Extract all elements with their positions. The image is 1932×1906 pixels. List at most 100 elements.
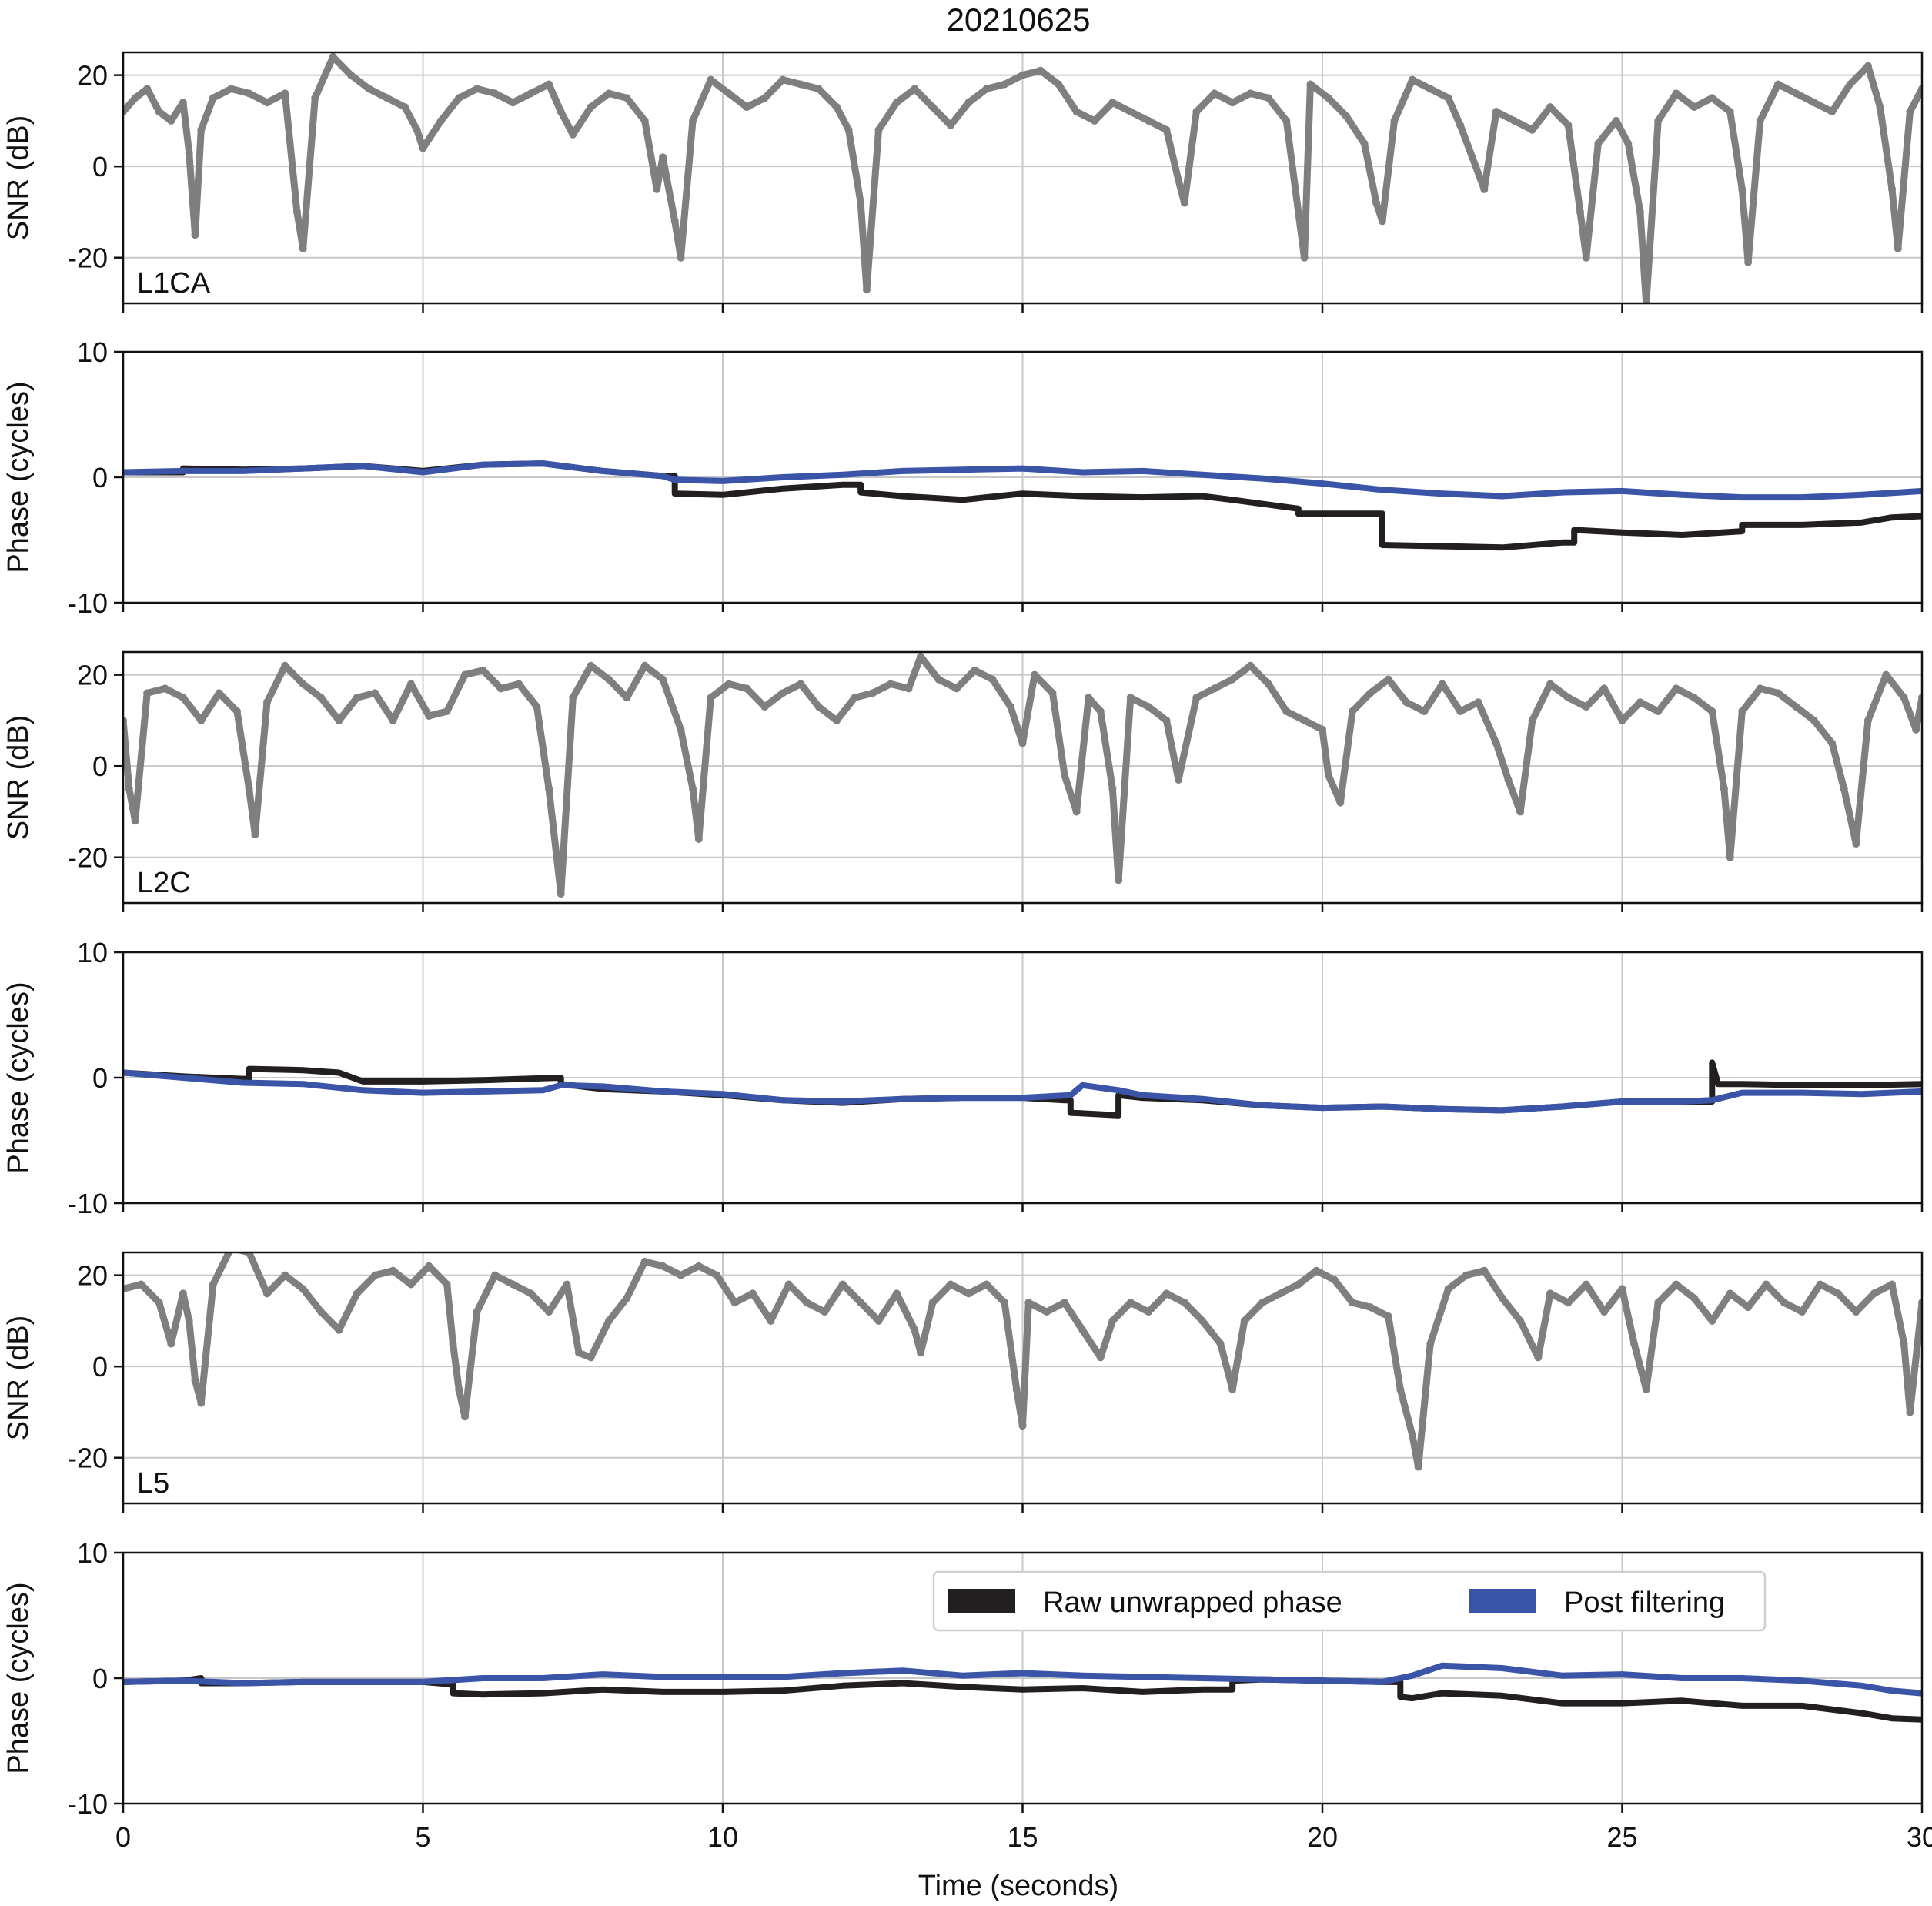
snr-point — [1324, 94, 1332, 102]
snr-point — [299, 244, 307, 252]
y-tick-label: -10 — [68, 1188, 108, 1219]
snr-point — [1708, 707, 1716, 716]
snr-point — [496, 684, 505, 693]
snr-point — [1175, 775, 1183, 784]
snr-point — [971, 666, 979, 674]
snr-point — [383, 94, 391, 102]
snr-point — [1246, 661, 1255, 670]
snr-point — [1072, 108, 1081, 116]
snr-point — [1726, 108, 1734, 116]
snr-point — [1018, 739, 1027, 747]
snr-point — [1810, 716, 1818, 724]
snr-point — [1384, 675, 1392, 684]
snr-point — [545, 784, 553, 793]
snr-point — [982, 85, 991, 93]
snr-point — [917, 652, 925, 660]
snr-point — [1024, 1299, 1033, 1307]
snr-point — [245, 89, 253, 98]
snr-point — [760, 703, 769, 711]
snr-point — [292, 208, 301, 216]
snr-point — [689, 116, 697, 125]
snr-point — [677, 253, 685, 262]
snr-point — [1072, 808, 1081, 816]
plot-area — [123, 52, 1922, 303]
snr-point — [911, 85, 919, 93]
snr-point — [1444, 94, 1452, 102]
chart-title: 20210625 — [947, 2, 1091, 38]
snr-point — [659, 153, 667, 162]
snr-point — [1006, 703, 1014, 711]
snr-point — [1504, 775, 1513, 784]
snr-point — [724, 680, 733, 688]
snr-point — [1894, 244, 1902, 252]
snr-point — [851, 694, 859, 702]
legend-swatch — [1469, 1589, 1536, 1613]
snr-point — [814, 85, 823, 93]
panel-label: L1CA — [137, 267, 211, 299]
snr-point — [143, 689, 152, 697]
snr-point — [1348, 1299, 1356, 1307]
snr-point — [659, 675, 667, 684]
snr-point — [1282, 707, 1291, 716]
snr-point — [413, 125, 421, 134]
snr-point — [1384, 1312, 1392, 1320]
snr-point — [778, 689, 787, 697]
plot-area — [123, 652, 1922, 898]
snr-trace — [123, 653, 1922, 898]
post-filtering-line — [123, 460, 1922, 501]
snr-point — [604, 1316, 613, 1325]
snr-point — [1300, 716, 1309, 724]
snr-point — [455, 94, 463, 102]
snr-point — [833, 103, 841, 112]
y-tick-label: -20 — [68, 842, 108, 874]
snr-point — [1480, 1266, 1489, 1275]
post-filtering-line — [123, 1069, 1922, 1114]
snr-point — [1180, 199, 1188, 207]
snr-point — [857, 199, 865, 207]
snr-point — [844, 125, 853, 134]
snr-point — [1162, 1289, 1171, 1298]
snr-point — [911, 1326, 919, 1334]
x-tick-label: 25 — [1606, 1821, 1637, 1853]
y-tick-label: 10 — [77, 1537, 108, 1569]
snr-point — [1048, 689, 1057, 697]
snr-point — [1096, 1353, 1105, 1362]
snr-point — [1846, 80, 1854, 89]
snr-point — [1426, 1339, 1435, 1348]
snr-point — [1912, 725, 1920, 734]
snr-point — [587, 103, 595, 112]
panel-label: L2C — [137, 867, 191, 899]
snr-point — [694, 835, 703, 844]
snr-point — [167, 116, 175, 125]
snr-point — [1175, 176, 1183, 184]
snr-point — [209, 1280, 217, 1289]
snr-point — [640, 1257, 649, 1266]
snr-point — [1018, 71, 1027, 79]
snr-point — [1690, 1294, 1698, 1302]
snr-point — [419, 144, 427, 152]
snr-point — [694, 1262, 703, 1270]
snr-point — [1833, 1289, 1842, 1298]
snr-point — [1090, 116, 1098, 125]
snr-point — [1642, 1385, 1650, 1393]
snr-point — [862, 286, 871, 294]
snr-point — [281, 89, 289, 98]
snr-point — [1600, 684, 1609, 693]
snr-point — [917, 1349, 925, 1357]
snr-point — [724, 89, 733, 98]
snr-point — [509, 1280, 517, 1289]
snr-point — [262, 1289, 271, 1298]
snr-point — [1036, 66, 1045, 75]
snr-point — [1042, 1308, 1051, 1316]
snr-point — [934, 675, 943, 684]
snr-point — [707, 694, 715, 702]
snr-point — [1720, 784, 1728, 793]
snr-point — [329, 52, 337, 61]
snr-point — [1018, 1422, 1027, 1430]
snr-point — [670, 217, 679, 226]
snr-point — [1126, 694, 1135, 702]
post-filtering-line — [123, 1662, 1922, 1697]
snr-point — [1306, 80, 1315, 89]
y-tick-label: -10 — [68, 587, 108, 619]
